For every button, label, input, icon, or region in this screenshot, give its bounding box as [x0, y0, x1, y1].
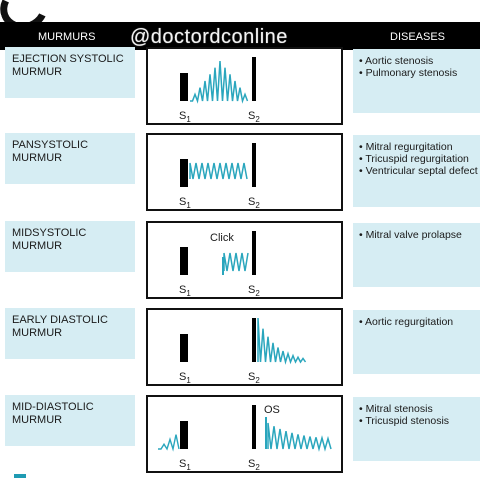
s2-label: S2 [248, 371, 260, 384]
footer-dash-icon [14, 474, 26, 478]
disease-list-box: Mitral stenosisTricuspid stenosis [353, 397, 480, 461]
disease-list-box: Mitral regurgitationTricuspid regurgitat… [353, 135, 480, 207]
s2-label: S2 [248, 110, 260, 123]
disease-item: Mitral valve prolapse [359, 229, 480, 241]
disease-list: Aortic regurgitation [353, 310, 480, 328]
s1-letter: S [179, 284, 186, 296]
s1-label: S1 [179, 110, 191, 123]
murmur-name: EARLY DIASTOLIC MURMUR [12, 314, 108, 339]
s1-letter: S [179, 196, 186, 208]
murmur-wave [189, 162, 248, 180]
s2-bar [252, 231, 256, 275]
murmur-wave [223, 252, 249, 272]
top-strip [0, 0, 480, 22]
s1-subscript: 1 [186, 201, 191, 209]
phonocardiogram-svg: S1 S2 [179, 317, 307, 384]
s1-label: S1 [179, 196, 191, 209]
disease-item: Aortic regurgitation [359, 316, 480, 328]
murmur-wave [267, 422, 332, 452]
s2-subscript: 2 [255, 289, 260, 297]
s1-subscript: 1 [186, 115, 191, 123]
s2-bar [252, 57, 256, 101]
disease-item: Pulmonary stenosis [359, 67, 480, 79]
s1-bar [180, 73, 188, 101]
s2-label: S2 [248, 284, 260, 297]
watermark: @doctordconline [130, 26, 288, 48]
click-marker [222, 257, 224, 275]
disease-list: Mitral stenosisTricuspid stenosis [353, 397, 480, 427]
s1-letter: S [179, 110, 186, 122]
extra-sound-label: Click [210, 232, 234, 244]
s1-label: S1 [179, 458, 191, 471]
phonocardiogram-panel: S1 S2 [146, 133, 343, 211]
s2-bar [252, 143, 256, 187]
s1-bar [180, 421, 188, 449]
s2-subscript: 2 [255, 376, 260, 384]
extra-sound-label: OS [264, 404, 280, 416]
phonocardiogram-svg: S1 S2 [179, 57, 260, 123]
murmur-name: MID-DIASTOLIC MURMUR [12, 401, 94, 426]
s1-letter: S [179, 371, 186, 383]
phonocardiogram-svg: S1 S2 [179, 143, 260, 209]
disease-item: Mitral regurgitation [359, 141, 480, 153]
murmur-label-box: MID-DIASTOLIC MURMUR [5, 395, 135, 446]
disease-item: Mitral stenosis [359, 403, 480, 415]
s2-letter: S [248, 284, 255, 296]
murmur-label-box: MIDSYSTOLIC MURMUR [5, 221, 135, 272]
disease-item: Ventricular septal defect [359, 165, 479, 177]
s2-label: S2 [248, 458, 260, 471]
murmur-name: PANSYSTOLIC MURMUR [12, 139, 89, 164]
s1-subscript: 1 [186, 376, 191, 384]
murmur-wave [190, 60, 249, 104]
s2-letter: S [248, 110, 255, 122]
s2-bar [252, 318, 256, 362]
header-bar [0, 22, 480, 50]
diseases-column-title: DISEASES [390, 31, 446, 43]
s1-subscript: 1 [186, 289, 191, 297]
phonocardiogram-panel: S1 S2 OS [146, 395, 343, 473]
presystolic-wave [158, 434, 180, 452]
disease-list-box: Mitral valve prolapse [353, 223, 480, 287]
s2-label: S2 [248, 196, 260, 209]
s2-subscript: 2 [255, 201, 260, 209]
disease-item: Aortic stenosis [359, 55, 480, 67]
disease-list-box: Aortic regurgitation [353, 310, 480, 374]
phonocardiogram-panel: S1 S2 [146, 47, 343, 125]
disease-item: Tricuspid regurgitation [359, 153, 479, 165]
s2-letter: S [248, 458, 255, 470]
murmur-label-box: EJECTION SYSTOLIC MURMUR [5, 47, 135, 98]
phonocardiogram-panel: S1 S2 [146, 308, 343, 386]
disease-list: Aortic stenosisPulmonary stenosis [353, 49, 480, 79]
s2-letter: S [248, 196, 255, 208]
murmur-label-box: PANSYSTOLIC MURMUR [5, 133, 135, 184]
s1-letter: S [179, 458, 186, 470]
s1-subscript: 1 [186, 463, 191, 471]
s2-subscript: 2 [255, 115, 260, 123]
s2-subscript: 2 [255, 463, 260, 471]
murmur-wave [257, 317, 307, 365]
murmur-label-box: EARLY DIASTOLIC MURMUR [5, 308, 135, 359]
murmur-name: MIDSYSTOLIC MURMUR [12, 227, 87, 252]
murmurs-column-title: MURMURS [38, 31, 96, 43]
footer-strip [0, 474, 480, 480]
s2-bar [252, 405, 256, 449]
disease-list-box: Aortic stenosisPulmonary stenosis [353, 49, 480, 113]
s1-bar [180, 247, 188, 275]
s1-bar [180, 334, 188, 362]
s1-bar [180, 159, 188, 187]
disease-list: Mitral valve prolapse [353, 223, 480, 241]
phonocardiogram-panel: S1 S2 Click [146, 221, 343, 299]
opening-snap-marker [265, 417, 267, 449]
disease-list: Mitral regurgitationTricuspid regurgitat… [353, 135, 480, 177]
s1-label: S1 [179, 284, 191, 297]
s1-label: S1 [179, 371, 191, 384]
disease-item: Tricuspid stenosis [359, 415, 480, 427]
s2-letter: S [248, 371, 255, 383]
murmur-name: EJECTION SYSTOLIC MURMUR [12, 53, 124, 78]
